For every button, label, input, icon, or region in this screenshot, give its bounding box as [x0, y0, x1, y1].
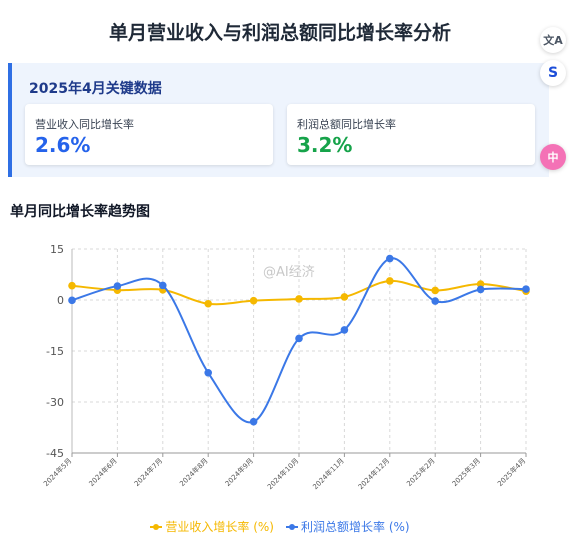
series-1-point: [431, 297, 440, 305]
x-tick-label: 2024年8月: [178, 456, 210, 488]
series-line-0: [71, 279, 527, 306]
y-tick-label: 0: [57, 294, 64, 307]
series-0-point: [295, 295, 303, 303]
legend-item-profit[interactable]: 利润总额增长率 (%): [286, 518, 410, 535]
y-tick-label: -30: [46, 396, 64, 409]
swirl-glyph: S: [547, 65, 559, 81]
y-tick-label: -15: [46, 345, 64, 358]
series-0-point: [340, 293, 349, 301]
series-0-point: [204, 299, 212, 308]
series-0-point: [113, 286, 122, 294]
x-tick-label: 2024年7月: [132, 456, 164, 488]
translate-icon[interactable]: 文A: [540, 27, 566, 53]
x-tick-label: 2024年9月: [223, 456, 255, 488]
profit-growth-value: 3.2%: [297, 133, 353, 157]
series-1-point: [476, 285, 485, 294]
series-1-point: [522, 285, 530, 293]
x-tick-label: 2025年3月: [450, 456, 482, 488]
series-1-point: [249, 417, 258, 426]
series-1-point: [295, 334, 303, 343]
series-0-point: [159, 286, 167, 294]
x-tick-label: 2025年2月: [405, 456, 437, 488]
legend-label-profit: 利润总额增长率 (%): [301, 520, 410, 534]
series-1-point: [340, 326, 349, 334]
y-tick-label: -45: [46, 447, 64, 460]
legend-label-revenue: 营业收入增长率 (%): [165, 520, 274, 534]
y-tick-label: 15: [50, 243, 64, 256]
series-0-point: [522, 287, 530, 295]
series-1-point: [159, 281, 167, 290]
series-0-point: [386, 277, 394, 285]
profit-growth-label: 利润总额同比增长率: [297, 118, 396, 131]
series-0-point: [431, 286, 440, 295]
series-1-point: [204, 368, 212, 377]
series-0-point: [476, 280, 485, 288]
key-data-panel: 2025年4月关键数据 营业收入同比增长率 2.6% 利润总额同比增长率 3.2…: [8, 63, 549, 177]
legend-item-revenue[interactable]: 营业收入增长率 (%): [150, 518, 274, 535]
series-1-point: [68, 296, 76, 305]
x-tick-label: 2024年10月: [265, 456, 300, 491]
watermark: @AI经济: [263, 265, 315, 280]
revenue-growth-value: 2.6%: [35, 133, 91, 157]
page-title: 单月营业收入与利润总额同比增长率分析: [108, 22, 451, 44]
chart-legend: 营业收入增长率 (%) 利润总额增长率 (%): [0, 518, 560, 535]
series-1-point: [113, 282, 122, 290]
legend-line-profit-icon: [286, 522, 298, 532]
legend-line-revenue-icon: [150, 522, 163, 532]
swirl-icon[interactable]: S: [540, 60, 566, 86]
key-data-title: 2025年4月关键数据: [29, 81, 162, 97]
x-tick-label: 2024年11月: [311, 456, 346, 491]
series-0-point: [68, 281, 76, 290]
x-tick-label: 2024年6月: [87, 456, 119, 488]
x-tick-label: 2024年5月: [41, 456, 73, 488]
x-tick-label: 2025年4月: [495, 456, 527, 488]
assistant-glyph: 中: [547, 151, 559, 164]
translate-glyph: 文A: [543, 34, 563, 47]
revenue-growth-label: 营业收入同比增长率: [35, 118, 134, 131]
series-0-point: [249, 296, 258, 305]
assistant-icon[interactable]: 中: [540, 144, 566, 170]
profit-growth-card: 利润总额同比增长率 3.2%: [287, 104, 535, 165]
revenue-growth-card: 营业收入同比增长率 2.6%: [25, 104, 273, 165]
series-line-1: [71, 257, 527, 424]
series-1-point: [386, 254, 394, 263]
x-tick-label: 2024年12月: [356, 456, 391, 491]
trend-chart-title: 单月同比增长率趋势图: [10, 204, 150, 220]
